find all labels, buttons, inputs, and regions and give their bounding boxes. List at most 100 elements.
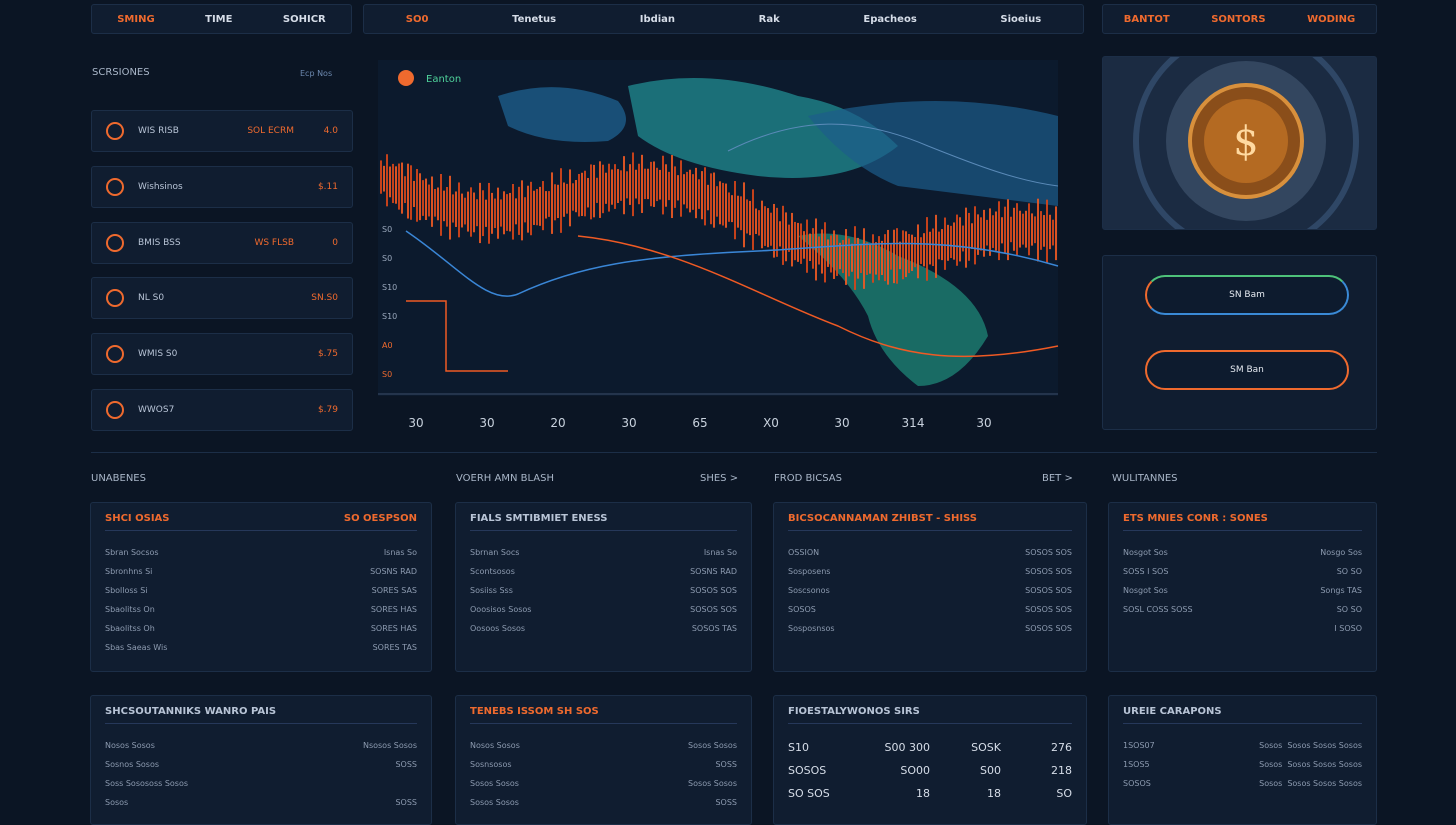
cell: SORES TAS (372, 643, 417, 652)
cell: 1SOS07 (1123, 741, 1155, 750)
decor-bar (887, 229, 889, 285)
sidebar-item[interactable]: WMIS S0 $.75 (91, 333, 353, 376)
nav-item[interactable]: Sioeius (1000, 13, 1042, 25)
cell: Sbran Socsos (105, 548, 159, 557)
sidebar-item[interactable]: WIS RISB SOL ECRM 4.0 (91, 110, 353, 152)
card-row: Soss Sosososs Sosos (105, 774, 417, 793)
decor-bar (998, 201, 1000, 261)
x-label: 30 (976, 416, 991, 430)
card: SHCI OSIAS SO OESPSON Sbran Socsos Isnas So… (90, 502, 432, 672)
card: BICSOCANNAMAN ZHIBST - SHISS OSSION SOSOS … (773, 502, 1087, 672)
decor-bar (845, 229, 847, 285)
cell: SO SOS (788, 787, 830, 800)
sidebar-item[interactable]: BMIS BSS WS FLSB 0 (91, 221, 353, 264)
decor-bar (1001, 217, 1003, 244)
decor-bar (860, 243, 862, 273)
decor-bar (671, 155, 673, 219)
cell: Sosos Sosos (688, 741, 737, 750)
decor-bar (824, 222, 826, 283)
decor-bar (857, 237, 859, 279)
cell: Songs TAS (1320, 586, 1362, 595)
decor-bar (587, 177, 589, 208)
cell: Sosiiss Sss (470, 586, 513, 595)
decor-bar (773, 203, 775, 258)
decor-bar (713, 172, 715, 228)
decor-bar (698, 179, 700, 209)
cell: SOSOS SOS (1025, 548, 1072, 557)
card-row: SOSOS Sosos Sosos Sosos Sosos (1123, 774, 1362, 793)
nav-item[interactable]: Epacheos (863, 13, 917, 25)
nav-item[interactable]: WODING (1307, 13, 1356, 25)
section-link[interactable]: SHES > (700, 473, 739, 484)
decor-bar (428, 184, 430, 217)
cell: 18 (987, 787, 1001, 800)
card-extra: SO OESPSON (343, 513, 417, 524)
nav-item[interactable]: SOHICR (282, 13, 326, 25)
decor-bar (728, 192, 730, 222)
cell: Sbronhns Si (105, 567, 153, 576)
nav-item[interactable]: Rak (758, 13, 780, 25)
decor-bar (512, 183, 514, 240)
nav-right: BANTOT SONTORS WODING (1102, 4, 1377, 34)
decor-bar (950, 225, 952, 259)
cell: Scontsosos (470, 567, 515, 576)
decor-bar (491, 192, 493, 234)
nav-item[interactable]: BANTOT (1123, 13, 1170, 25)
nav-item[interactable]: SMING (117, 13, 155, 25)
x-label: 65 (692, 416, 707, 430)
wallet-button[interactable]: SM Ban (1145, 350, 1349, 390)
card-row: Soscsonos SOSOS SOS (788, 581, 1072, 600)
x-label: 30 (479, 416, 494, 430)
decor-bar (974, 206, 976, 265)
decor-bar (800, 223, 802, 264)
item-num: 0 (332, 237, 338, 248)
decor-bar (965, 207, 967, 268)
step-line (406, 300, 508, 372)
cell: SOSS (395, 798, 417, 807)
card-row: SOSOS SOSOS SOS (788, 600, 1072, 619)
item-label: WMIS S0 (138, 349, 178, 360)
card-header: SHCSOUTANNIKS WANRO PAIS (105, 706, 417, 724)
card-header: TENEBS ISSOM SH SOS (470, 706, 737, 724)
decor-bar (746, 199, 748, 234)
icon (106, 401, 124, 419)
nav-item[interactable]: Ibdian (639, 13, 676, 25)
sidebar-item[interactable]: WWOS7 $.79 (91, 389, 353, 431)
decor-bar (899, 241, 901, 270)
item-num: $.75 (317, 349, 338, 360)
cell: SOSNS RAD (690, 567, 737, 576)
nav-item[interactable]: SONTORS (1211, 13, 1266, 25)
decor-bar (665, 164, 667, 207)
decor-bar (719, 181, 721, 225)
decor-bar (401, 162, 403, 214)
decor-bar (971, 223, 973, 249)
decor-bar (617, 169, 619, 203)
nav-item[interactable]: Tenetus (512, 13, 557, 25)
cell: Sosos (105, 798, 129, 807)
sidebar-item[interactable]: NL S0 SN.S0 (91, 277, 353, 320)
decor-bar (872, 234, 874, 283)
card-header: BICSOCANNAMAN ZHIBST - SHISS (788, 513, 1072, 531)
decor-bar (515, 198, 517, 225)
divider (91, 452, 1377, 453)
decor-bar (725, 183, 727, 228)
decor-bar (404, 176, 406, 204)
decor-bar (782, 205, 784, 265)
decor-bar (956, 214, 958, 266)
cell: Soss Sosososs Sosos (105, 779, 189, 788)
decor-bar (890, 244, 892, 270)
decor-bar (548, 191, 550, 217)
section-link[interactable]: BET > (1042, 473, 1073, 484)
wallet-button[interactable]: SN Bam (1145, 275, 1349, 315)
decor-bar (626, 171, 628, 199)
card-title: SHCI OSIAS (105, 513, 170, 524)
decor-bar (893, 229, 895, 284)
decor-bar (959, 217, 961, 262)
cell: 276 (1051, 741, 1072, 754)
sidebar-item[interactable]: Wishsinos $.11 (91, 165, 353, 208)
cell: SOSOS (788, 605, 816, 614)
nav-item[interactable]: TIME (205, 13, 233, 25)
nav-item[interactable]: SO0 (405, 13, 429, 25)
sidebar-link[interactable]: Ecp Nos (300, 69, 333, 78)
decor-bar (707, 184, 709, 211)
